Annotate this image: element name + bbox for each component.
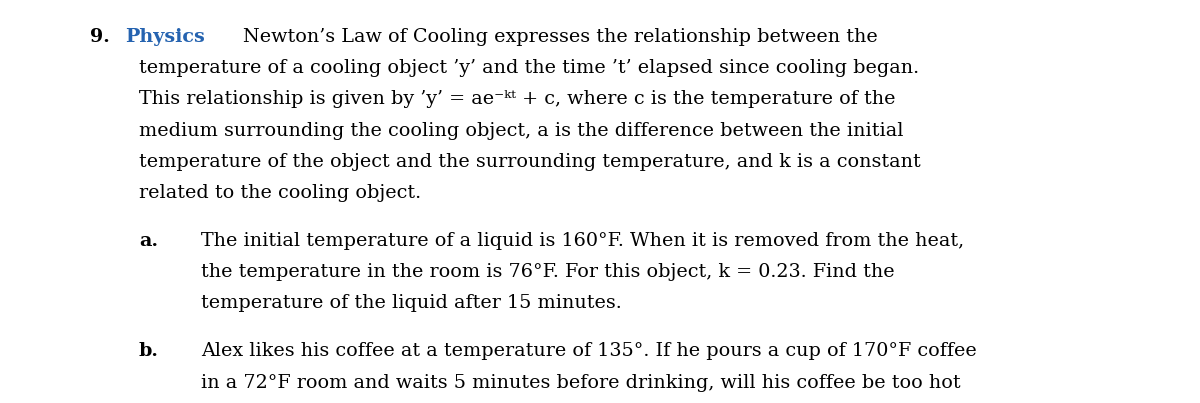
Text: 9.: 9.: [90, 28, 110, 46]
Text: temperature of a cooling object ’y’ and the time ’t’ elapsed since cooling began: temperature of a cooling object ’y’ and …: [139, 59, 919, 77]
Text: This relationship is given by ’y’ = ae⁻ᵏᵗ + c, where c is the temperature of the: This relationship is given by ’y’ = ae⁻ᵏ…: [139, 90, 895, 108]
Text: the temperature in the room is 76°F. For this object, k = 0.23. Find the: the temperature in the room is 76°F. For…: [202, 263, 895, 281]
Text: related to the cooling object.: related to the cooling object.: [139, 184, 421, 202]
Text: a.: a.: [139, 232, 158, 250]
Text: Newton’s Law of Cooling expresses the relationship between the: Newton’s Law of Cooling expresses the re…: [244, 28, 878, 46]
Text: The initial temperature of a liquid is 160°F. When it is removed from the heat,: The initial temperature of a liquid is 1…: [202, 232, 965, 250]
Text: medium surrounding the cooling object, a is the difference between the initial: medium surrounding the cooling object, a…: [139, 122, 904, 139]
Text: temperature of the object and the surrounding temperature, and k is a constant: temperature of the object and the surrou…: [139, 153, 920, 171]
Text: Alex likes his coffee at a temperature of 135°. If he pours a cup of 170°F coffe: Alex likes his coffee at a temperature o…: [202, 343, 977, 360]
Text: temperature of the liquid after 15 minutes.: temperature of the liquid after 15 minut…: [202, 295, 622, 312]
Text: b.: b.: [139, 343, 158, 360]
Text: in a 72°F room and waits 5 minutes before drinking, will his coffee be too hot: in a 72°F room and waits 5 minutes befor…: [202, 374, 961, 392]
Text: Physics: Physics: [125, 28, 205, 46]
